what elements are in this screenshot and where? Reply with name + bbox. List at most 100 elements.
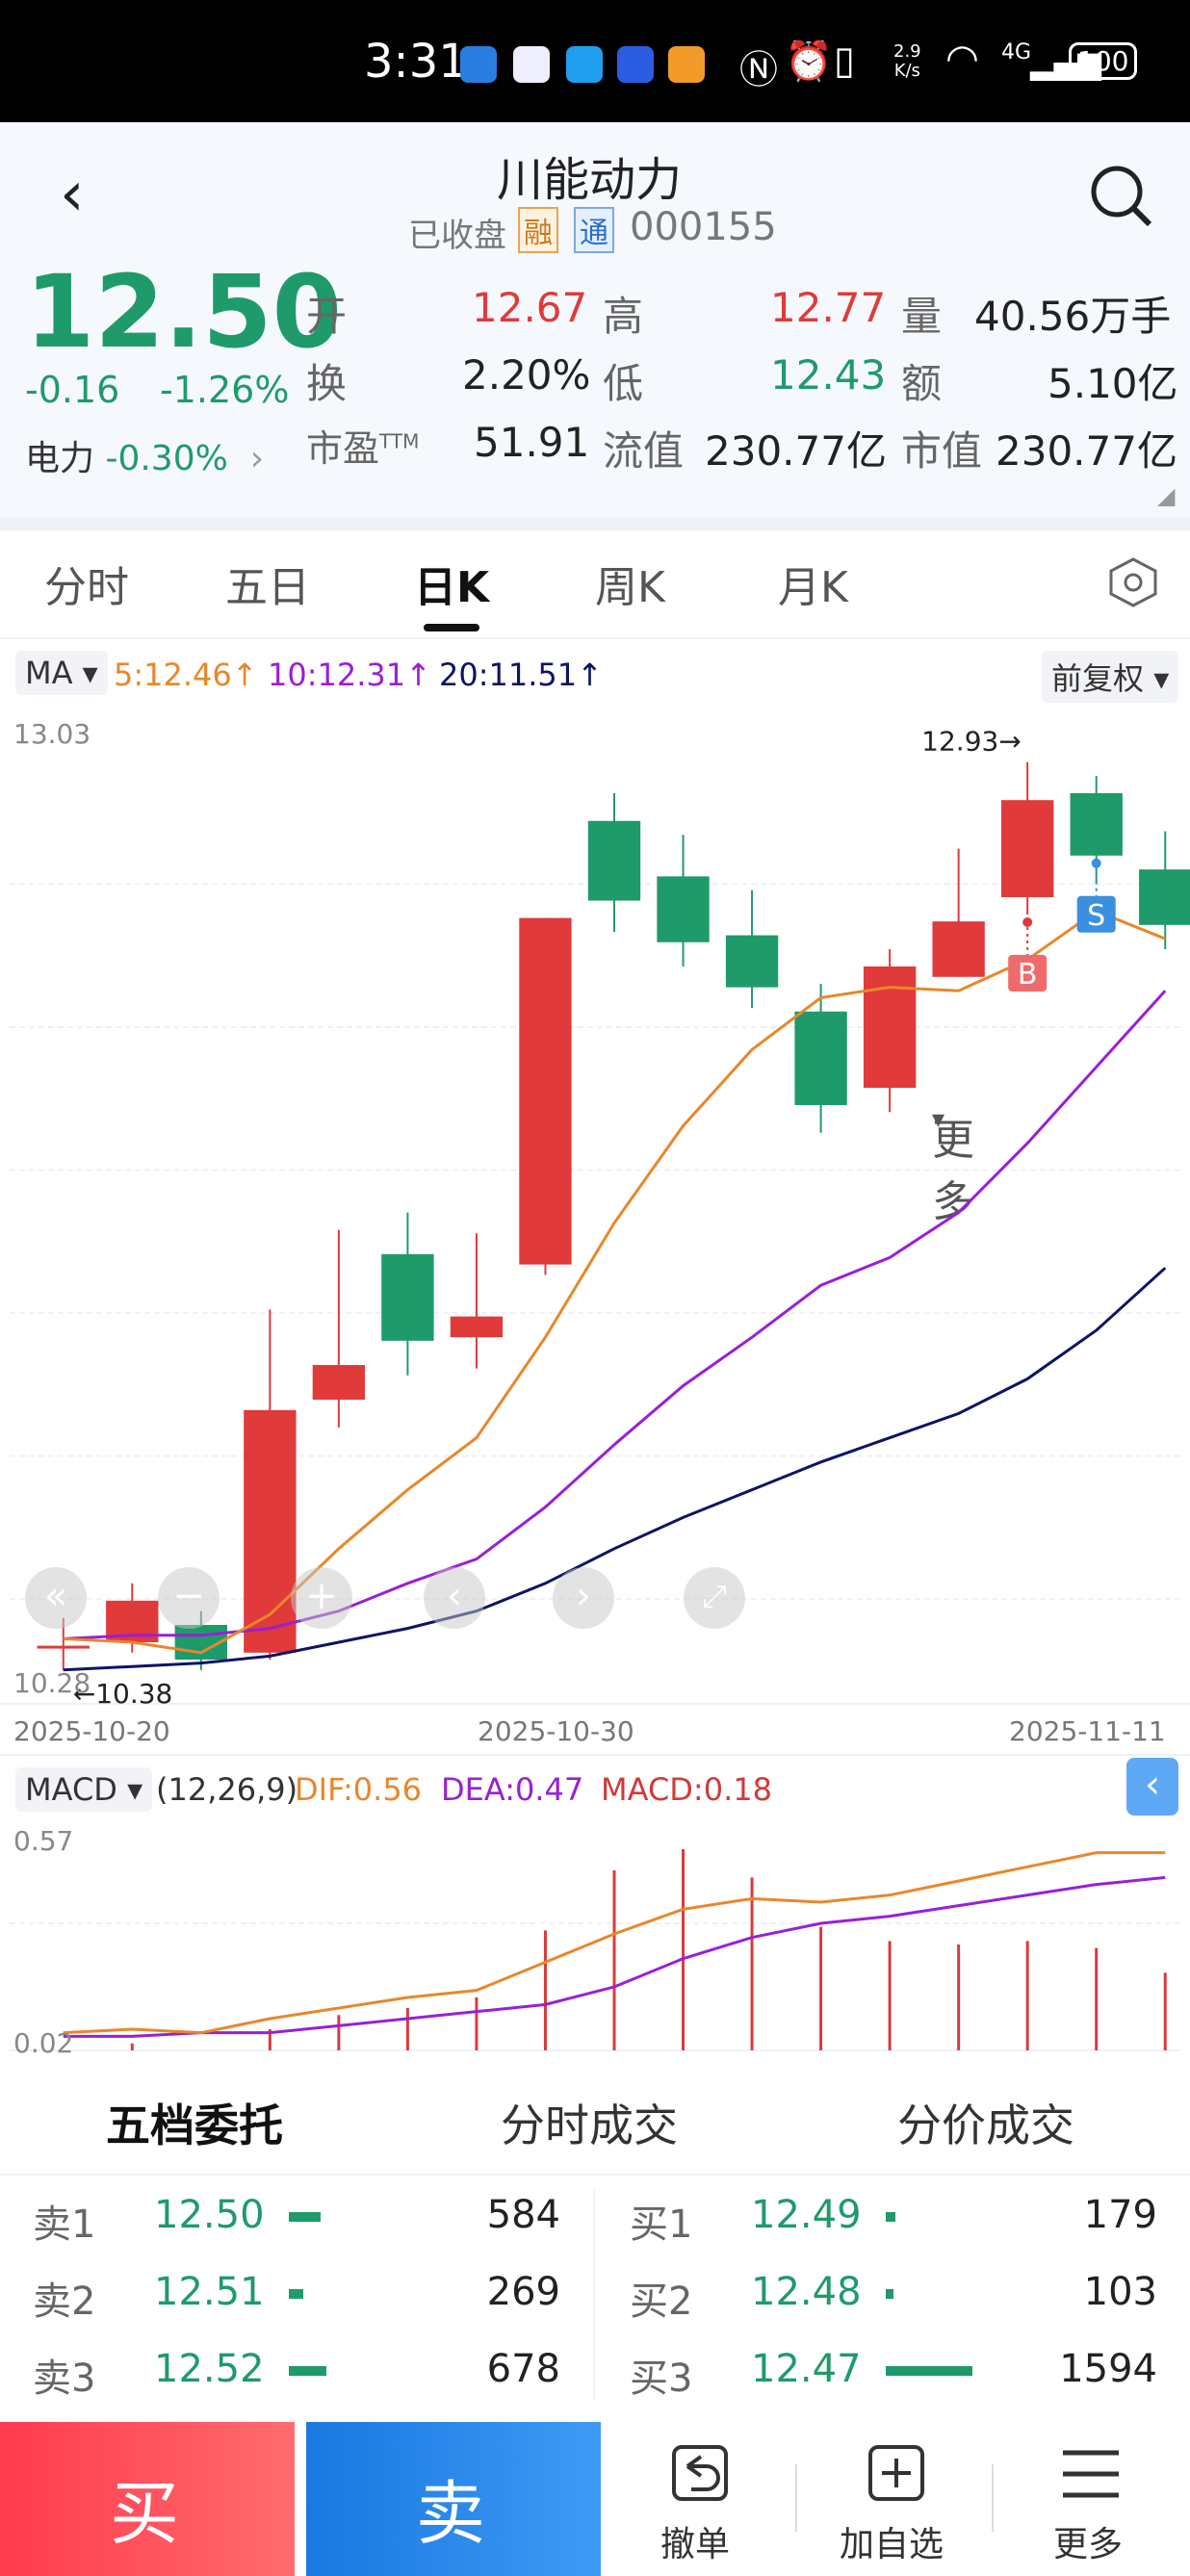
buy-order-row[interactable]: 买2 12.48 103	[597, 2254, 1190, 2331]
cancel-order-label: 撤单	[660, 2525, 731, 2564]
tab-order-depth[interactable]: 五档委托	[106, 2099, 283, 2151]
macd-dea: DEA:0.47	[441, 1771, 584, 1808]
buy-order-row[interactable]: 买1 12.49 179	[597, 2177, 1190, 2254]
wifi-icon: ◠	[945, 37, 979, 81]
float-cap-label: 流值	[603, 427, 685, 475]
candle-body	[1070, 793, 1123, 856]
candle-body	[794, 1011, 847, 1105]
sell-level-volume: 678	[486, 2347, 560, 2391]
bar-divider-2	[992, 2464, 994, 2532]
settings-hex-icon[interactable]	[1107, 556, 1159, 608]
network-type: 4G	[1001, 40, 1032, 64]
sell-order-row[interactable]: 卖2 12.51 269	[0, 2254, 593, 2331]
buy-volume-bar	[886, 2366, 972, 2376]
tab-monthly-k[interactable]: 月K	[778, 563, 848, 612]
search-icon[interactable]	[1086, 161, 1155, 230]
pe-label: 市盈TTM	[306, 427, 420, 470]
battery-indicator: 100	[1069, 42, 1138, 80]
macd-divider	[0, 1754, 1190, 1756]
volume-value: 40.56万手	[974, 293, 1172, 340]
sell-button[interactable]: 卖	[306, 2422, 601, 2576]
candle-body	[587, 820, 641, 901]
cancel-order-button[interactable]: 撤单	[632, 2422, 766, 2576]
buy-button[interactable]: 买	[0, 2422, 295, 2576]
candle-body	[932, 921, 985, 977]
sell-marker: S	[1087, 899, 1105, 933]
low-value: 12.43	[770, 351, 887, 399]
sell-level-label: 卖1	[33, 2202, 96, 2247]
amount-label: 额	[901, 360, 943, 407]
fullscreen-icon[interactable]: ⤢	[684, 1567, 745, 1629]
ma-selector[interactable]: MA ▾	[15, 651, 108, 695]
macd-value: MACD:0.18	[601, 1771, 772, 1808]
buy-level-price: 12.48	[751, 2270, 862, 2314]
sell-order-row[interactable]: 卖1 12.50 584	[0, 2177, 593, 2254]
macd-params: (12,26,9)	[156, 1771, 298, 1808]
last-price: 12.50	[25, 253, 342, 371]
sell-volume-bar	[289, 2289, 304, 2299]
scroll-right-icon[interactable]: ›	[553, 1567, 614, 1629]
sell-level-volume: 584	[486, 2193, 560, 2237]
orderbook-divider	[593, 2189, 595, 2401]
status-bar: 3:31 Ⓝ ⏰ ▯ 2.9 K/s ◠ 4G ▂▄▆ 100	[0, 0, 1190, 122]
high-value: 12.77	[770, 284, 887, 331]
tab-tick-trades[interactable]: 分时成交	[501, 2099, 678, 2151]
buy-orders: 买1 12.49 179 买2 12.48 103 买3 12.47 1594	[597, 2177, 1190, 2418]
tab-daily-k[interactable]: 日K	[414, 563, 490, 612]
zoom-out-icon[interactable]: −	[158, 1567, 220, 1629]
cancel-order-icon	[672, 2445, 728, 2501]
candle-body	[657, 876, 710, 942]
tab-price-volume[interactable]: 分价成交	[897, 2099, 1074, 2151]
rewind-icon[interactable]: «	[25, 1567, 87, 1629]
expand-corner-icon[interactable]: ◢	[1157, 482, 1176, 509]
sell-volume-bar	[289, 2212, 322, 2222]
trade-marker-badge	[1076, 895, 1116, 933]
sell-level-price: 12.52	[154, 2347, 265, 2391]
candle-body	[244, 1409, 297, 1653]
back-icon[interactable]: ‹	[60, 159, 85, 230]
ma5-value: 5:12.46↑	[114, 657, 258, 693]
candle-body	[312, 1365, 366, 1400]
stock-code: 000155	[630, 205, 777, 249]
alarm-icon: ⏰	[785, 39, 833, 84]
tab-intraday[interactable]: 分时	[44, 563, 129, 612]
turnover-value: 2.20%	[462, 351, 591, 399]
divider	[0, 517, 1190, 530]
buy-order-row[interactable]: 买3 12.47 1594	[597, 2331, 1190, 2409]
candle-body	[1139, 869, 1190, 925]
macd-y-bottom: 0.02	[13, 2027, 74, 2059]
kline-chart[interactable]: 12.93→ ←10.38 B S	[0, 712, 1190, 1713]
candle-body	[1000, 800, 1054, 897]
open-label: 开	[306, 293, 348, 340]
signal-icon: ▂▄▆	[1030, 44, 1101, 81]
sell-level-label: 卖2	[33, 2280, 96, 2324]
buy-level-price: 12.47	[751, 2347, 862, 2391]
zoom-in-icon[interactable]: +	[291, 1567, 352, 1629]
macd-selector[interactable]: MACD ▾	[15, 1767, 153, 1812]
x-label-mid: 2025-10-30	[478, 1715, 634, 1747]
scroll-left-icon[interactable]: ‹	[424, 1567, 485, 1629]
sector-link[interactable]: 电力 -0.30% ›	[25, 439, 265, 478]
tab-weekly-k[interactable]: 周K	[595, 563, 665, 612]
adjust-selector[interactable]: 前复权 ▾	[1042, 651, 1179, 703]
tab-active-indicator	[424, 624, 479, 631]
tab-five-day[interactable]: 五日	[225, 563, 310, 612]
min-price-annotation: ←10.38	[73, 1678, 173, 1710]
buy-level-price: 12.49	[751, 2193, 862, 2237]
collapse-panel-icon[interactable]: ‹	[1126, 1758, 1178, 1816]
app-icon-2	[513, 46, 550, 83]
trade-marker-dot	[1022, 917, 1033, 927]
sell-level-volume: 269	[486, 2270, 560, 2314]
margin-badge: 融	[518, 207, 558, 253]
app-icon-5	[668, 46, 705, 83]
macd-dif: DIF:0.56	[295, 1771, 423, 1808]
more-button[interactable]: 更多	[1024, 2422, 1159, 2576]
app-icon-4	[617, 46, 654, 83]
ma20-value: 20:11.51↑	[439, 657, 603, 693]
x-label-start: 2025-10-20	[13, 1715, 170, 1747]
candle-body	[725, 935, 779, 988]
sell-order-row[interactable]: 卖3 12.52 678	[0, 2331, 593, 2409]
add-watchlist-button[interactable]: 加自选	[828, 2422, 963, 2576]
buy-level-volume: 179	[1083, 2193, 1157, 2237]
sell-button-label: 卖	[416, 2473, 486, 2554]
